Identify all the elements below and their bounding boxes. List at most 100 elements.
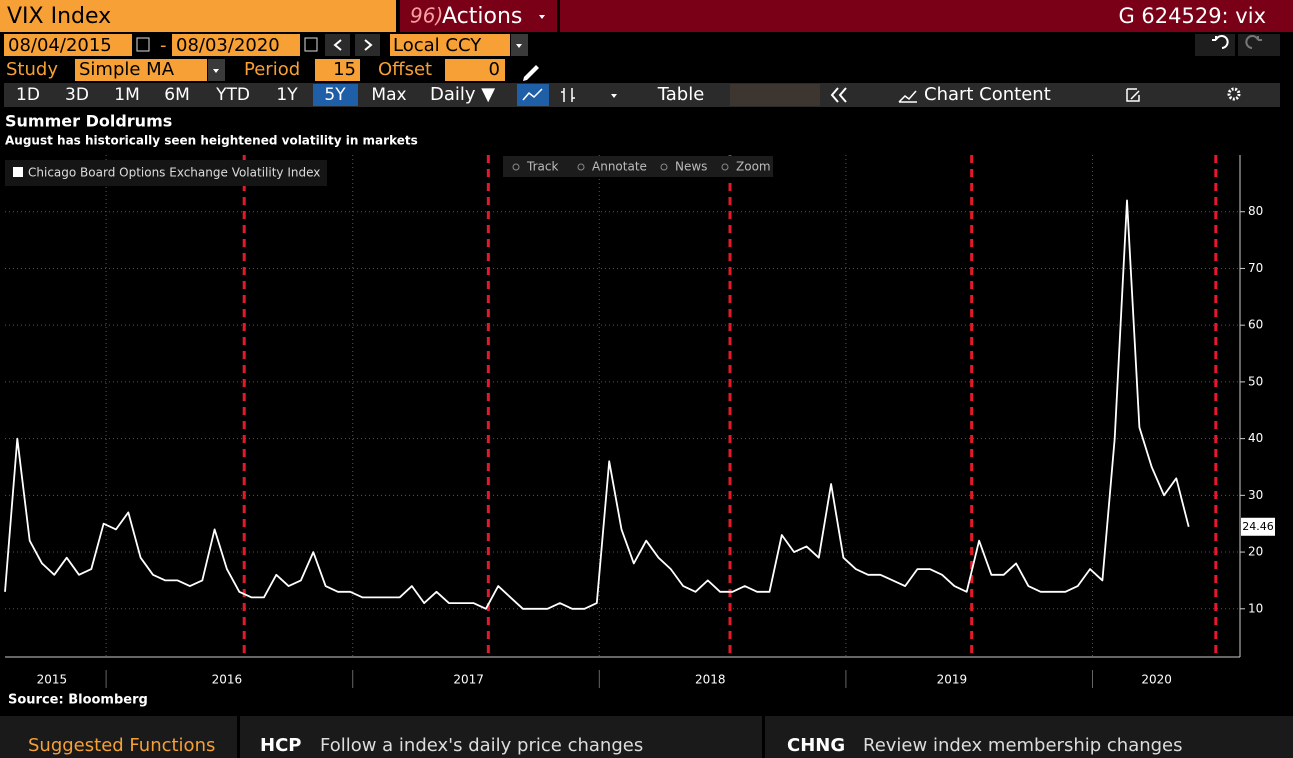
y-tick-label: 10 — [1248, 601, 1263, 615]
tool-icon — [660, 163, 668, 171]
chart-content-icon — [898, 90, 917, 103]
edit-icon[interactable] — [523, 65, 539, 81]
legend-swatch — [13, 167, 23, 177]
plot-area: 10 20 30 40 50 60 70 80 2015 2016 2017 2018 2019 2020… — [4, 155, 1275, 688]
x-tick-label: 2018 — [695, 673, 726, 687]
y-tick-label: 60 — [1248, 318, 1263, 332]
chart-title: Summer Doldrums — [5, 112, 172, 131]
legend-box — [5, 160, 327, 186]
y-tick-label: 40 — [1248, 431, 1263, 445]
prev-button[interactable] — [325, 34, 350, 56]
chart-tools-buttons: Track Annotate News Zoom — [512, 160, 771, 174]
study-field[interactable] — [75, 59, 207, 81]
actions-number: 96) — [410, 4, 443, 28]
x-tick-label: 2016 — [212, 673, 243, 687]
period-field[interactable] — [315, 59, 360, 81]
study-label: Study — [6, 59, 58, 80]
dropdown-arrow — [539, 15, 545, 19]
y-tick-label: 70 — [1248, 261, 1263, 275]
chart-tool[interactable]: Annotate — [592, 160, 647, 174]
spacer — [730, 84, 820, 106]
range-button[interactable]: 1M — [114, 85, 139, 105]
range-button[interactable]: 1Y — [276, 85, 298, 105]
offset-field[interactable] — [445, 59, 505, 81]
offset-value: 0 — [489, 59, 500, 80]
next-icon — [364, 39, 373, 51]
range-button[interactable]: Max — [371, 85, 406, 105]
bar-icon[interactable] — [561, 88, 575, 102]
ticker: G 624529: vix — [1118, 4, 1266, 28]
x-tick-label: 2017 — [453, 673, 484, 687]
y-tick-label: 30 — [1248, 488, 1263, 502]
footer-cell[interactable] — [240, 716, 762, 758]
end-date: 08/03/2020 — [176, 35, 280, 56]
start-date-field[interactable] — [4, 34, 132, 56]
prev-icon — [333, 39, 342, 51]
x-tick-label: 2015 — [37, 673, 68, 687]
function-description: Review index membership changes — [863, 735, 1183, 756]
function-code[interactable]: CHNG — [787, 735, 845, 756]
footer-cell — [0, 716, 237, 758]
tool-icon — [721, 163, 729, 171]
calendar-icon[interactable] — [136, 37, 150, 52]
function-code[interactable]: HCP — [260, 735, 301, 756]
line-icon — [522, 88, 543, 101]
security-field[interactable] — [0, 0, 396, 32]
chart-tool[interactable]: Track — [526, 160, 558, 174]
currency-field[interactable] — [390, 34, 510, 56]
tool-icon — [512, 163, 520, 171]
y-tick-label: 80 — [1248, 204, 1263, 218]
x-tick-label: 2020 — [1141, 673, 1172, 687]
edit-chart-icon[interactable] — [1126, 88, 1140, 102]
study-value: Simple MA — [79, 59, 175, 80]
start-date: 08/04/2015 — [8, 35, 112, 56]
range-button[interactable]: 1D — [16, 85, 40, 105]
range-button[interactable]: YTD — [215, 85, 250, 105]
actions-label: Actions — [442, 4, 522, 29]
chart-content[interactable]: Chart Content — [924, 84, 1051, 105]
line-chart-button[interactable] — [517, 84, 549, 106]
period-value: 15 — [333, 59, 356, 80]
settings-icon[interactable] — [1227, 87, 1241, 101]
range-buttons: 1D 3D 1M 6M YTD 1Y 5Y Max — [16, 84, 407, 106]
range-button[interactable]: 6M — [164, 85, 189, 105]
chart-tools — [503, 156, 773, 177]
frequency-button[interactable] — [424, 83, 506, 107]
range-button[interactable]: 5Y — [324, 85, 346, 105]
chart-subtitle: August has historically seen heightened … — [5, 134, 418, 148]
period-label: Period — [244, 59, 300, 80]
frequency: Daily ▼ — [430, 84, 495, 105]
range-button-active[interactable] — [313, 84, 358, 106]
undo-icon — [1212, 35, 1229, 49]
chart-tool[interactable]: News — [675, 160, 707, 174]
y-tick-label: 50 — [1248, 374, 1263, 388]
footer-cell[interactable] — [765, 716, 1293, 758]
end-date-field[interactable] — [172, 34, 300, 56]
dropdown-arrow — [213, 69, 219, 73]
table-button[interactable] — [633, 84, 729, 106]
next-button[interactable] — [355, 34, 380, 56]
dropdown-arrow[interactable] — [611, 94, 617, 98]
table: Table — [657, 84, 705, 105]
offset-label: Offset — [378, 59, 432, 80]
legend-entry: Chicago Board Options Exchange Volatilit… — [28, 166, 320, 180]
chart-tool[interactable]: Zoom — [736, 160, 771, 174]
range-button[interactable]: 3D — [65, 85, 89, 105]
series-line — [4, 199, 1190, 610]
actions-menu[interactable] — [400, 0, 557, 32]
tool-icon — [577, 163, 585, 171]
source: Source: Bloomberg — [8, 693, 148, 708]
collapse-icon[interactable] — [830, 87, 847, 103]
calendar-icon[interactable] — [304, 37, 318, 52]
x-tick-label: 2019 — [937, 673, 968, 687]
function-description: Follow a index's daily price changes — [320, 735, 643, 756]
last-value-box — [1241, 517, 1275, 536]
suggested-functions: Suggested Functions — [28, 735, 215, 756]
undo-button[interactable] — [1195, 34, 1235, 56]
last-value-label: 24.46 — [1242, 520, 1274, 533]
date-separator: - — [160, 35, 167, 56]
redo-button[interactable] — [1238, 34, 1280, 56]
